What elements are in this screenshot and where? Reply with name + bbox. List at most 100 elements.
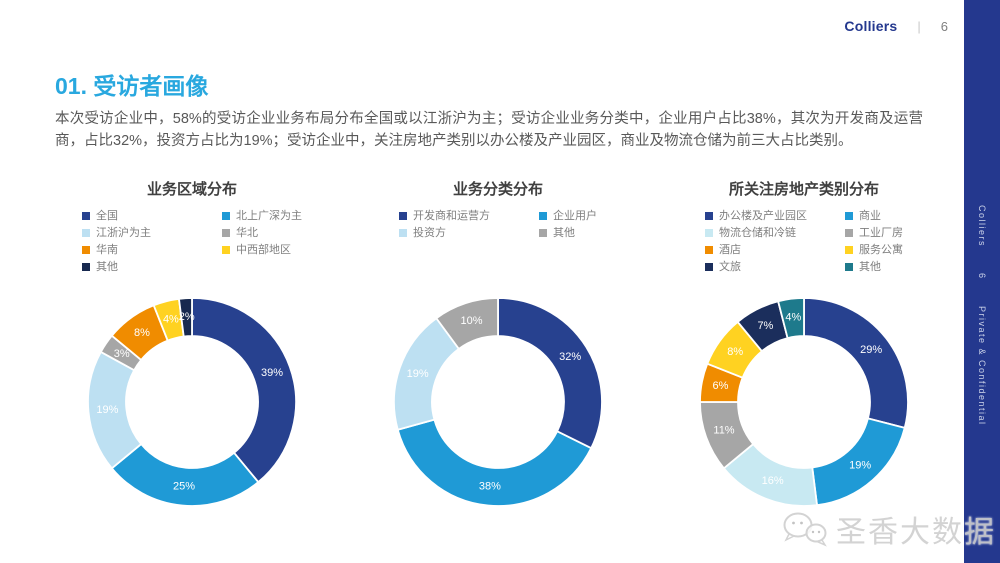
slice-label: 19% xyxy=(849,460,871,472)
page-header: Colliers | 6 xyxy=(844,18,948,34)
chart-legend: 全国 北上广深为主江浙沪为主 华北华南 中西部地区其他 xyxy=(44,209,340,285)
right-sidebar: Colliers 6 Private & Confidential xyxy=(964,0,1000,563)
chart-legend: 办公楼及产业园区 商业物流仓储和冷链 工业厂房酒店 服务公寓文旅 其他 xyxy=(656,209,952,285)
legend-item: 酒店 xyxy=(705,243,829,257)
legend-swatch xyxy=(399,229,407,237)
slice-label: 8% xyxy=(134,327,150,339)
legend-item: 文旅 xyxy=(705,260,829,274)
slice-label: 38% xyxy=(479,481,501,493)
legend-swatch xyxy=(222,246,230,254)
legend-item: 投资方 xyxy=(399,226,523,240)
chart-title: 业务分类分布 xyxy=(452,181,543,198)
intro-paragraph: 本次受访企业中，58%的受访企业业务布局分布全国或以江浙沪为主；受访企业业务分类… xyxy=(55,110,923,149)
slice-label: 19% xyxy=(407,368,429,380)
legend-item: 全国 xyxy=(82,209,206,223)
legend-swatch xyxy=(705,246,713,254)
legend-label: 其他 xyxy=(96,261,118,273)
legend-label: 商业 xyxy=(859,210,881,222)
colliers-logo: Colliers xyxy=(844,18,898,34)
legend-label: 华南 xyxy=(96,244,118,256)
donut-chart: 32% 38% 19% 10% xyxy=(350,291,646,513)
legend-label: 其他 xyxy=(859,261,881,273)
legend-item: 其他 xyxy=(539,226,597,240)
donut-slice xyxy=(177,297,193,338)
legend-label: 其他 xyxy=(553,227,575,239)
legend-swatch xyxy=(705,229,713,237)
legend-item: 工业厂房 xyxy=(845,226,903,240)
legend-label: 文旅 xyxy=(719,261,741,273)
legend-swatch xyxy=(82,246,90,254)
slice-label: 4% xyxy=(163,314,179,326)
legend-item: 办公楼及产业园区 xyxy=(705,209,829,223)
slice-label: 10% xyxy=(460,315,482,327)
legend-item: 华南 xyxy=(82,243,206,257)
slice-label: 32% xyxy=(559,351,581,363)
legend-item: 开发商和运营方 xyxy=(399,209,523,223)
slice-label: 4% xyxy=(785,312,801,324)
sidebar-confidential-label: Private & Confidential xyxy=(977,305,987,426)
legend-item: 企业用户 xyxy=(539,209,597,223)
sidebar-vertical-text: Colliers 6 Private & Confidential xyxy=(964,205,1000,425)
legend-item: 其他 xyxy=(845,260,903,274)
legend-item: 中西部地区 xyxy=(222,243,302,257)
chart-legend: 开发商和运营方 企业用户投资方 其他 xyxy=(350,209,646,285)
legend-item: 江浙沪为主 xyxy=(82,226,206,240)
chart-title: 所关注房地产类别分布 xyxy=(728,181,879,198)
slice-label: 6% xyxy=(713,380,729,392)
legend-item: 服务公寓 xyxy=(845,243,903,257)
legend-label: 北上广深为主 xyxy=(236,210,302,222)
watermark: 圣香大数据 xyxy=(782,507,996,551)
legend-swatch xyxy=(705,263,713,271)
legend-swatch xyxy=(82,212,90,220)
legend-label: 江浙沪为主 xyxy=(96,227,151,239)
legend-swatch xyxy=(222,212,230,220)
slice-label: 16% xyxy=(762,475,784,487)
wechat-bubbles-icon xyxy=(783,512,827,547)
legend-label: 物流仓储和冷链 xyxy=(719,227,796,239)
page-number: 6 xyxy=(940,18,948,34)
donut-slice xyxy=(803,297,909,429)
slice-label: 7% xyxy=(757,320,773,332)
legend-swatch xyxy=(845,263,853,271)
section-title: 01. 受访者画像 xyxy=(55,73,209,100)
legend-label: 华北 xyxy=(236,227,258,239)
donut-slice xyxy=(396,418,593,507)
legend-item: 北上广深为主 xyxy=(222,209,302,223)
slice-label: 39% xyxy=(261,367,283,379)
legend-label: 工业厂房 xyxy=(859,227,903,239)
legend-label: 中西部地区 xyxy=(236,244,291,256)
legend-swatch xyxy=(399,212,407,220)
slice-label: 11% xyxy=(713,425,734,437)
legend-label: 开发商和运营方 xyxy=(413,210,490,222)
legend-swatch xyxy=(705,212,713,220)
donut-slice xyxy=(777,297,805,340)
slice-label: 29% xyxy=(860,344,882,356)
legend-label: 全国 xyxy=(96,210,118,222)
legend-item: 华北 xyxy=(222,226,302,240)
legend-label: 办公楼及产业园区 xyxy=(719,210,807,222)
legend-item: 商业 xyxy=(845,209,903,223)
chart-region-distribution: 业务区域分布 全国 北上广深为主 江浙沪为主 华北 华南 中西部地区 其他 39% 25% 19… xyxy=(44,170,340,513)
legend-swatch xyxy=(845,246,853,254)
sidebar-brand: Colliers xyxy=(977,205,987,248)
donut-slice xyxy=(435,297,499,351)
sidebar-page-number: 6 xyxy=(977,273,987,280)
slice-label: 8% xyxy=(727,346,743,358)
legend-label: 酒店 xyxy=(719,244,741,256)
legend-item: 其他 xyxy=(82,260,206,274)
donut-chart: 39% 25% 19% 3% 8% 4% 2% xyxy=(44,291,340,513)
charts-row: 业务区域分布 全国 北上广深为主 江浙沪为主 华北 华南 中西部地区 其他 39% 25% 19… xyxy=(44,170,952,513)
legend-label: 企业用户 xyxy=(553,210,597,222)
legend-swatch xyxy=(539,229,547,237)
legend-swatch xyxy=(845,229,853,237)
legend-swatch xyxy=(222,229,230,237)
donut-chart: 29% 19% 16% 11% 6% 8% 7% 4% xyxy=(656,291,952,513)
chart-business-category: 业务分类分布 开发商和运营方 企业用户投资方 其他 32% 38% 19% 10% xyxy=(350,170,646,513)
legend-swatch xyxy=(539,212,547,220)
chart-title: 业务区域分布 xyxy=(146,181,237,198)
legend-item: 物流仓储和冷链 xyxy=(705,226,829,240)
legend-swatch xyxy=(82,263,90,271)
watermark-text: 圣香大数据 xyxy=(836,516,996,549)
chart-property-type: 所关注房地产类别分布 办公楼及产业园区 商业物流仓储和冷链 工业厂房酒店 服务公寓文旅… xyxy=(656,170,952,513)
